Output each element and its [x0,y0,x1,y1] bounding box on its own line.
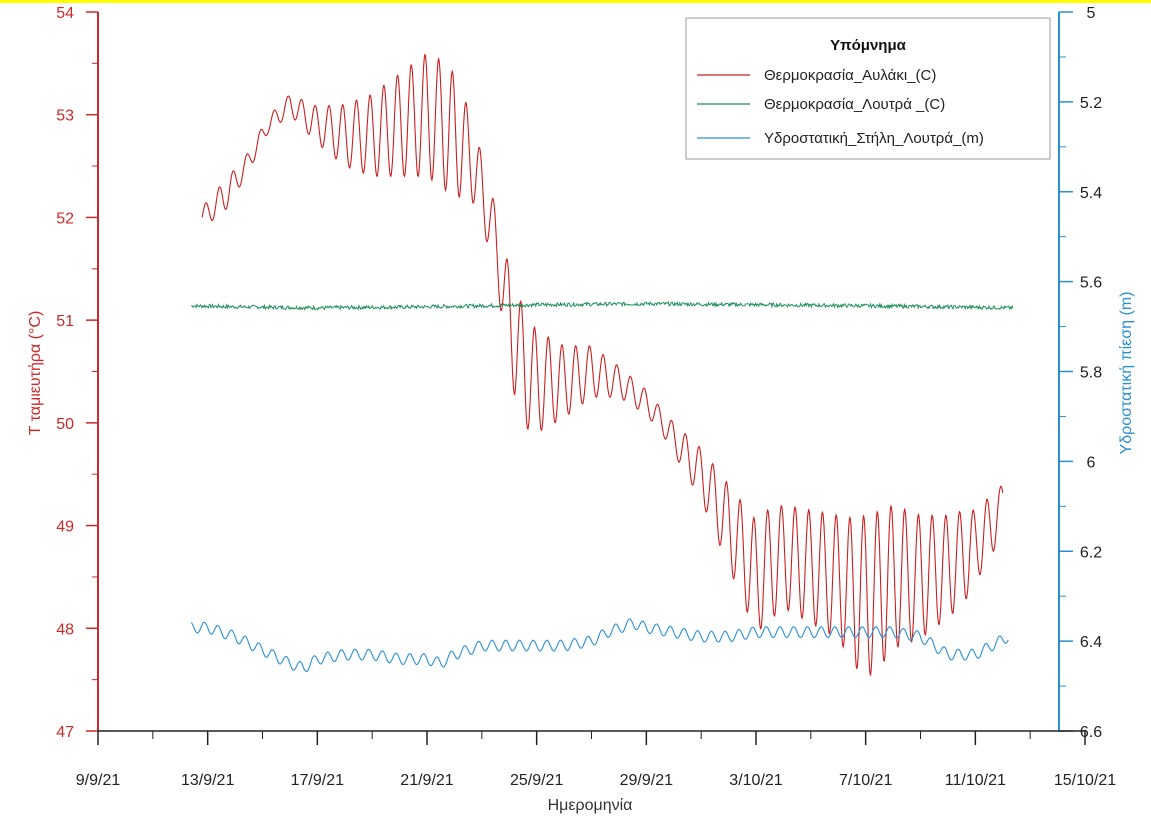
legend-box [685,17,1051,160]
series-line-hydrostatic-column [190,618,1009,672]
x-tick-label: 15/10/21 [1054,772,1116,789]
y-left-axis-title: Τ ταμιευτήρα (°C) [27,311,44,436]
legend-label-3: Υδροστατική_Στήλη_Λουτρά_(m) [764,130,984,147]
y-left-tick-label: 48 [56,621,74,638]
top-highlight-bar [0,0,1151,3]
x-tick-label: 9/9/21 [76,772,121,789]
x-axis-title: Ημερομηνία [548,797,633,814]
y-left-tick-label: 49 [56,519,74,536]
y-right-tick-label: 6.2 [1080,544,1102,561]
x-tick-label: 25/9/21 [510,772,563,789]
series-line-aulaki-temperature [201,53,1004,677]
legend-label-2: Θερμοκρασία_Λουτρά _(C) [764,96,945,113]
legend: Υπόμνημα Θερμοκρασία_Αυλάκι_(C) Θερμοκρα… [685,17,1051,160]
legend-label-1: Θερμοκρασία_Αυλάκι_(C) [764,67,936,84]
y-left-tick-label: 47 [56,724,74,741]
x-tick-label: 29/9/21 [620,772,673,789]
y-right-tick-label: 5.2 [1080,95,1102,112]
x-tick-label: 11/10/21 [945,772,1006,789]
y-right-tick-label: 6.4 [1080,634,1102,651]
y-left-tick-label: 53 [56,108,74,125]
y-right-tick-label: 5.8 [1080,365,1102,382]
y-right-tick-label: 6 [1087,454,1096,471]
axes-layer: 47 48 49 50 51 52 53 54 5 5.2 5.4 5.6 5.8 6 6.2 6.4 6.6 9… [56,5,1116,789]
series-layer [190,53,1014,677]
y-left-tick-label: 51 [56,313,74,330]
y-right-tick-label: 6.6 [1080,724,1102,741]
y-left-tick-label: 54 [56,5,74,22]
y-left-tick-label: 52 [56,210,74,227]
y-right-axis-title: Υδροστατική πίεση (m) [1118,292,1135,455]
y-right-tick-label: 5 [1087,5,1096,22]
x-tick-label: 21/9/21 [400,772,453,789]
x-tick-label: 7/10/21 [839,772,892,789]
x-tick-label: 17/9/21 [291,772,344,789]
legend-title: Υπόμνημα [830,37,907,54]
y-right-tick-label: 5.6 [1080,275,1102,292]
series-line-loutra-temperature [191,300,1014,311]
y-left-tick-label: 50 [56,416,74,433]
x-tick-label: 3/10/21 [729,772,782,789]
y-right-tick-label: 5.4 [1080,185,1102,202]
x-tick-label: 13/9/21 [181,772,234,789]
